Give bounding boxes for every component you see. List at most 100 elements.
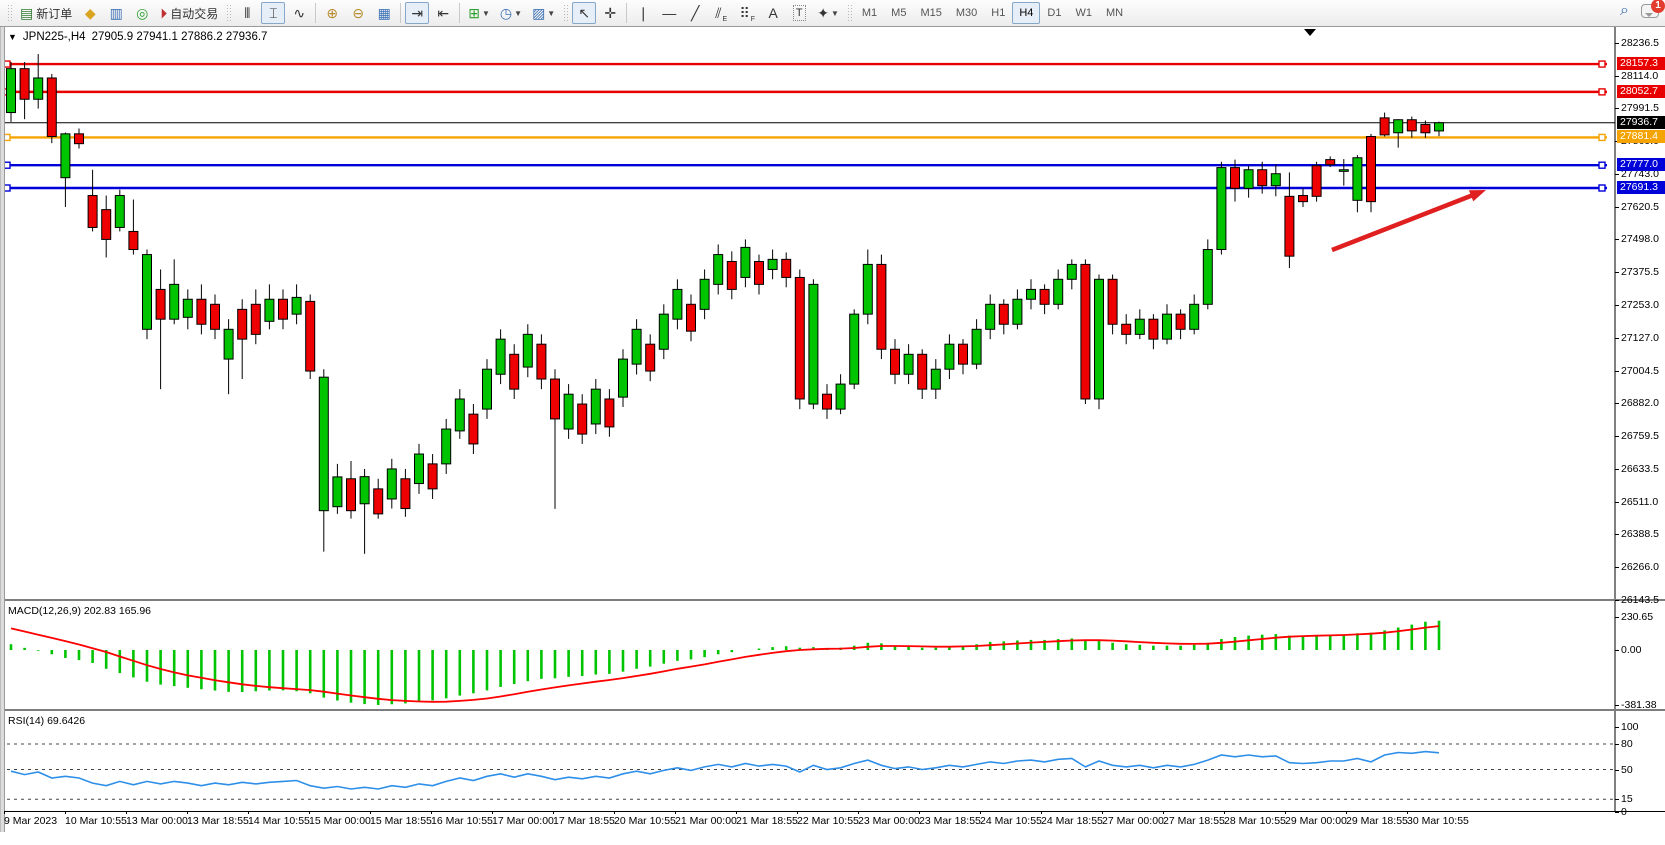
price-tick-label: 27375.5 bbox=[1615, 266, 1665, 278]
templates-button[interactable]: ▨ ▼ bbox=[532, 5, 556, 21]
timeframe-m5[interactable]: M5 bbox=[891, 7, 907, 19]
periods-button[interactable]: ◷ ▼ bbox=[499, 5, 523, 21]
auto-scroll-button[interactable]: ⇥ bbox=[405, 2, 430, 24]
time-axis-label: 16 Mar 10:55 bbox=[431, 811, 493, 827]
text-label-button[interactable]: T bbox=[787, 2, 811, 24]
timeframe-m1[interactable]: M1 bbox=[861, 7, 878, 19]
time-axis-label: 15 Mar 00:00 bbox=[309, 811, 371, 827]
timeframe-bar: M1 M5 M15 M30 H1 H4 D1 W1 MN bbox=[855, 2, 1130, 24]
time-axis-label: 21 Mar 18:55 bbox=[736, 811, 798, 827]
macd-scale-label: 230.65 bbox=[1615, 611, 1665, 623]
time-axis-label: 17 Mar 18:55 bbox=[553, 811, 615, 827]
search-icon[interactable]: ⌕ bbox=[1620, 2, 1629, 19]
crosshair-button[interactable]: ✛ bbox=[604, 5, 617, 21]
timeframe-m15[interactable]: M15 bbox=[920, 7, 942, 19]
time-axis-label: 30 Mar 10:55 bbox=[1407, 811, 1469, 827]
fibonacci-button[interactable]: ⠿ F bbox=[739, 5, 755, 23]
cursor-button[interactable]: ↖ bbox=[572, 2, 597, 24]
market-watch-button[interactable]: ◆ bbox=[78, 2, 102, 24]
timeframe-mn[interactable]: MN bbox=[1105, 7, 1124, 19]
rsi-indicator-label: RSI(14) 69.6426 bbox=[8, 715, 86, 727]
toolbar-drag-handle[interactable] bbox=[7, 4, 12, 22]
time-axis-label: 15 Mar 18:55 bbox=[370, 811, 432, 827]
line-chart-button[interactable]: ∿ bbox=[293, 5, 306, 21]
data-window-icon: ▥ bbox=[109, 5, 123, 21]
time-axis-label: 24 Mar 18:55 bbox=[1041, 811, 1103, 827]
auto-trading-button[interactable]: ⏵ 自动交易 bbox=[160, 5, 219, 21]
timeframe-h1[interactable]: H1 bbox=[991, 7, 1006, 19]
toolbar-drag-handle[interactable] bbox=[563, 4, 569, 22]
chart-title: ▼ JPN225-,H4 27905.9 27941.1 27886.2 279… bbox=[8, 31, 267, 43]
hline-price-badge: 28052.7 bbox=[1617, 84, 1665, 98]
zoom-in-icon: ⊕ bbox=[326, 5, 339, 21]
equidistant-channel-button[interactable]: ⫽ E bbox=[715, 5, 728, 23]
timeframe-d1[interactable]: D1 bbox=[1047, 7, 1062, 19]
chart-area: ▼ JPN225-,H4 27905.9 27941.1 27886.2 279… bbox=[0, 27, 1665, 845]
time-axis-label: 17 Mar 00:00 bbox=[492, 811, 554, 827]
auto-trading-icon: ⏵ bbox=[160, 5, 168, 21]
toolbar: ▤ 新订单 ◆ ▥ ◎ ⏵ 自动交易 ⫴ ⌶ ∿ ⊕ ⊖ ▦ ⇥ ⇤ ⊞ ▼ ◷ bbox=[0, 0, 1665, 27]
bid-price-badge: 27936.7 bbox=[1617, 115, 1665, 129]
new-order-icon: ▤ bbox=[20, 5, 34, 21]
new-order-button[interactable]: ▤ 新订单 bbox=[20, 5, 73, 21]
navigator-icon: ◎ bbox=[136, 5, 149, 21]
toolbar-drag-handle[interactable] bbox=[226, 4, 232, 22]
panel-separator[interactable] bbox=[0, 599, 1665, 601]
time-axis-label: 13 Mar 18:55 bbox=[187, 811, 249, 827]
timeframe-m30[interactable]: M30 bbox=[955, 7, 978, 19]
tile-windows-icon: ▦ bbox=[377, 5, 391, 21]
rsi-scale-label: 100 bbox=[1615, 721, 1665, 733]
trendline-button[interactable]: ╱ bbox=[691, 5, 700, 21]
horizontal-line-button[interactable]: ― bbox=[662, 5, 677, 21]
time-axis-label: 29 Mar 18:55 bbox=[1346, 811, 1408, 827]
zoom-out-button[interactable]: ⊖ bbox=[346, 2, 370, 24]
arrows-tool-button[interactable]: ✦ ▼ bbox=[817, 5, 839, 21]
market-watch-icon: ◆ bbox=[84, 5, 96, 21]
text-button[interactable]: A bbox=[768, 5, 778, 21]
price-chart[interactable] bbox=[0, 27, 1665, 599]
time-axis-label: 21 Mar 00:00 bbox=[675, 811, 737, 827]
time-axis-label: 20 Mar 10:55 bbox=[614, 811, 676, 827]
hline-price-badge: 27881.4 bbox=[1617, 130, 1665, 144]
time-axis-label: 14 Mar 10:55 bbox=[248, 811, 310, 827]
indicators-button[interactable]: ⊞ ▼ bbox=[468, 5, 490, 21]
hline-price-badge: 27691.3 bbox=[1617, 181, 1665, 194]
rsi-scale-label: 50 bbox=[1615, 764, 1665, 776]
time-axis-label: 23 Mar 00:00 bbox=[858, 811, 920, 827]
chart-dropdown-icon[interactable]: ▼ bbox=[8, 32, 17, 42]
price-tick-label: 27127.0 bbox=[1615, 332, 1665, 344]
zoom-out-icon: ⊖ bbox=[352, 5, 365, 21]
chart-ohlc-values: 27905.9 27941.1 27886.2 27936.7 bbox=[91, 31, 268, 43]
price-tick-label: 26882.0 bbox=[1615, 397, 1665, 409]
price-tick-label: 26511.0 bbox=[1615, 496, 1665, 508]
candlestick-chart-button[interactable]: ⌶ bbox=[261, 2, 286, 24]
macd-indicator-label: MACD(12,26,9) 202.83 165.96 bbox=[8, 605, 152, 617]
timeframe-h4[interactable]: H4 bbox=[1012, 2, 1041, 24]
price-tick-label: 26143.5 bbox=[1615, 594, 1665, 606]
rsi-panel[interactable] bbox=[0, 711, 1665, 811]
time-axis-label: 29 Mar 00:00 bbox=[1285, 811, 1347, 827]
time-axis-label: 22 Mar 10:55 bbox=[797, 811, 859, 827]
vertical-line-button[interactable]: ❘ bbox=[637, 5, 650, 21]
rsi-scale-label: 15 bbox=[1615, 793, 1665, 805]
tile-windows-button[interactable]: ▦ bbox=[372, 2, 396, 24]
toolbar-drag-handle[interactable] bbox=[846, 4, 852, 22]
chart-shift-button[interactable]: ⇤ bbox=[437, 5, 450, 21]
macd-scale-label: 0.00 bbox=[1615, 644, 1665, 656]
timeframe-w1[interactable]: W1 bbox=[1075, 7, 1092, 19]
macd-panel[interactable] bbox=[0, 601, 1665, 709]
notifications-icon[interactable]: 1 bbox=[1641, 0, 1665, 18]
navigator-button[interactable]: ◎ bbox=[130, 2, 154, 24]
bar-chart-button[interactable]: ⫴ bbox=[244, 5, 251, 21]
indicators-icon: ⊞ bbox=[468, 5, 480, 21]
data-window-button[interactable]: ▥ bbox=[104, 2, 128, 24]
time-axis-label: 13 Mar 00:00 bbox=[126, 811, 188, 827]
time-axis-label: 23 Mar 18:55 bbox=[919, 811, 981, 827]
panel-separator[interactable] bbox=[0, 709, 1665, 711]
time-axis-label: 27 Mar 00:00 bbox=[1102, 811, 1164, 827]
price-tick-label: 28114.0 bbox=[1615, 70, 1665, 82]
price-tick-label: 26759.5 bbox=[1615, 430, 1665, 442]
zoom-in-button[interactable]: ⊕ bbox=[320, 2, 344, 24]
time-axis-label: 10 Mar 10:55 bbox=[65, 811, 127, 827]
